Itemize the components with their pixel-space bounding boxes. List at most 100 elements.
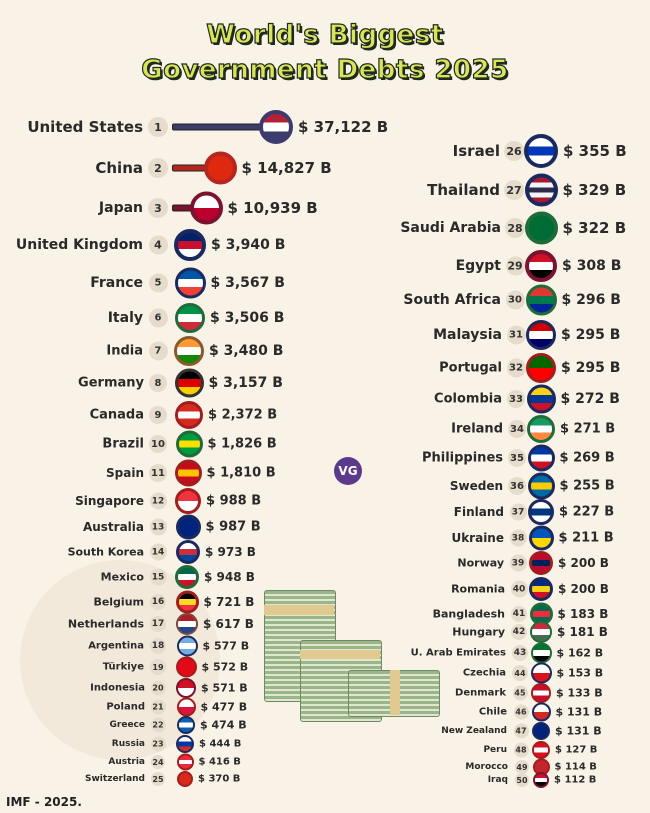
flag-icon-indonesia	[176, 678, 196, 698]
debt-value: $ 3,506 B	[210, 310, 285, 326]
flag-icon-philippines	[527, 444, 555, 472]
flag-icon-argentina	[176, 635, 198, 657]
rank-badge: 4	[148, 235, 168, 255]
rank-badge: 39	[509, 554, 527, 572]
flag-icon-brazil	[175, 430, 203, 458]
rank-badge: 18	[150, 638, 166, 654]
country-name: Israel	[452, 142, 500, 160]
country-name: Sweden	[449, 479, 503, 493]
country-name: Brazil	[102, 436, 144, 452]
flag-icon-greece	[177, 716, 195, 734]
country-name: Chile	[478, 706, 507, 718]
country-name: Finland	[453, 505, 504, 519]
debt-value: $ 272 B	[560, 391, 620, 407]
debt-value: $ 200 B	[558, 582, 609, 596]
country-name: Saudi Arabia	[400, 220, 501, 236]
flag-icon-switzerland	[177, 771, 193, 787]
country-name: Argentina	[88, 640, 144, 652]
country-name: Norway	[457, 556, 504, 570]
country-name: India	[106, 343, 143, 359]
flag-icon-canada	[175, 401, 203, 429]
flag-icon-czechia	[530, 662, 552, 684]
debt-value: $ 10,939 B	[227, 199, 318, 217]
rank-badge: 13	[149, 518, 167, 536]
rank-badge: 25	[151, 772, 165, 786]
country-name: South Africa	[403, 292, 501, 308]
debt-value: $ 3,480 B	[209, 343, 284, 359]
country-name: Colombia	[434, 391, 502, 407]
debt-value: $ 444 B	[199, 738, 242, 750]
country-name: China	[95, 159, 143, 177]
country-name: Ireland	[451, 421, 503, 437]
debt-value: $ 308 B	[562, 258, 622, 274]
country-name: Thailand	[427, 181, 500, 199]
flag-icon-portugal	[526, 353, 556, 383]
debt-value: $ 973 B	[205, 545, 256, 559]
rank-badge: 26	[504, 141, 524, 161]
rank-badge: 14	[149, 543, 167, 561]
flag-icon-iraq	[533, 772, 549, 788]
rank-badge: 42	[511, 624, 527, 640]
rank-badge: 50	[515, 773, 529, 787]
country-name: Hungary	[452, 625, 505, 639]
rank-badge: 27	[504, 180, 524, 200]
flag-icon-france	[174, 267, 206, 299]
country-name: Switzerland	[85, 774, 145, 784]
rank-badge: 32	[506, 358, 526, 378]
country-name: Bangladesh	[432, 607, 505, 621]
debt-value: $ 3,157 B	[208, 375, 283, 391]
country-name: Iraq	[487, 775, 508, 785]
debt-value: $ 255 B	[559, 478, 615, 494]
flag-icon-russia	[176, 735, 194, 753]
flag-icon-sweden	[527, 472, 555, 500]
title-line-2: Government Debts 2025	[141, 54, 509, 85]
rank-badge: 47	[513, 723, 529, 739]
flag-icon-chile	[531, 702, 551, 722]
flag-icon-china	[203, 151, 237, 185]
debt-value: $ 577 B	[202, 639, 250, 653]
flag-icon-colombia	[526, 384, 556, 414]
debt-value: $ 131 B	[555, 705, 603, 719]
country-name: Peru	[483, 745, 507, 755]
flag-icon-mexico	[175, 565, 199, 589]
country-name: Italy	[107, 310, 143, 326]
rank-badge: 3	[148, 198, 168, 218]
country-name: France	[90, 275, 143, 291]
flag-icon-egypt	[525, 250, 557, 282]
debt-value: $ 1,810 B	[206, 465, 276, 481]
flag-icon-new-zealand	[532, 722, 550, 740]
rank-badge: 1	[148, 117, 168, 137]
debt-value: $ 200 B	[558, 556, 609, 570]
rank-badge: 38	[509, 529, 527, 547]
rank-badge: 20	[150, 680, 166, 696]
country-name: Austria	[108, 757, 145, 767]
flag-icon-finland	[528, 499, 554, 525]
flag-icon-netherlands	[176, 613, 198, 635]
debt-value: $ 181 B	[557, 625, 608, 639]
flag-icon-united-kingdom	[174, 229, 206, 261]
flag-icon-romania	[529, 577, 553, 601]
rank-badge: 8	[149, 374, 167, 392]
debt-value: $ 571 B	[201, 681, 248, 695]
flag-icon-norway	[529, 551, 553, 575]
rank-badge: 11	[149, 464, 167, 482]
country-name: Mexico	[100, 570, 144, 584]
flag-icon-ukraine	[528, 525, 554, 551]
debt-value: $ 153 B	[556, 666, 604, 680]
debt-value: $ 14,827 B	[241, 159, 332, 177]
flag-icon-austria	[176, 753, 194, 771]
flag-icon-united-states	[259, 110, 293, 144]
flag-icon-india	[174, 336, 204, 366]
debt-value: $ 1,826 B	[207, 436, 277, 452]
debt-value: $ 271 B	[560, 421, 616, 437]
flag-icon-south-africa	[525, 284, 557, 316]
flag-icon-israel	[524, 134, 558, 168]
debt-value: $ 988 B	[206, 493, 262, 509]
country-name: Russia	[111, 739, 145, 749]
rank-badge: 35	[508, 449, 526, 467]
debt-value: $ 477 B	[200, 700, 248, 714]
rank-badge: 17	[150, 616, 166, 632]
debt-value: $ 112 B	[554, 774, 597, 786]
debt-value: $ 295 B	[561, 360, 621, 376]
rank-badge: 48	[513, 742, 529, 758]
